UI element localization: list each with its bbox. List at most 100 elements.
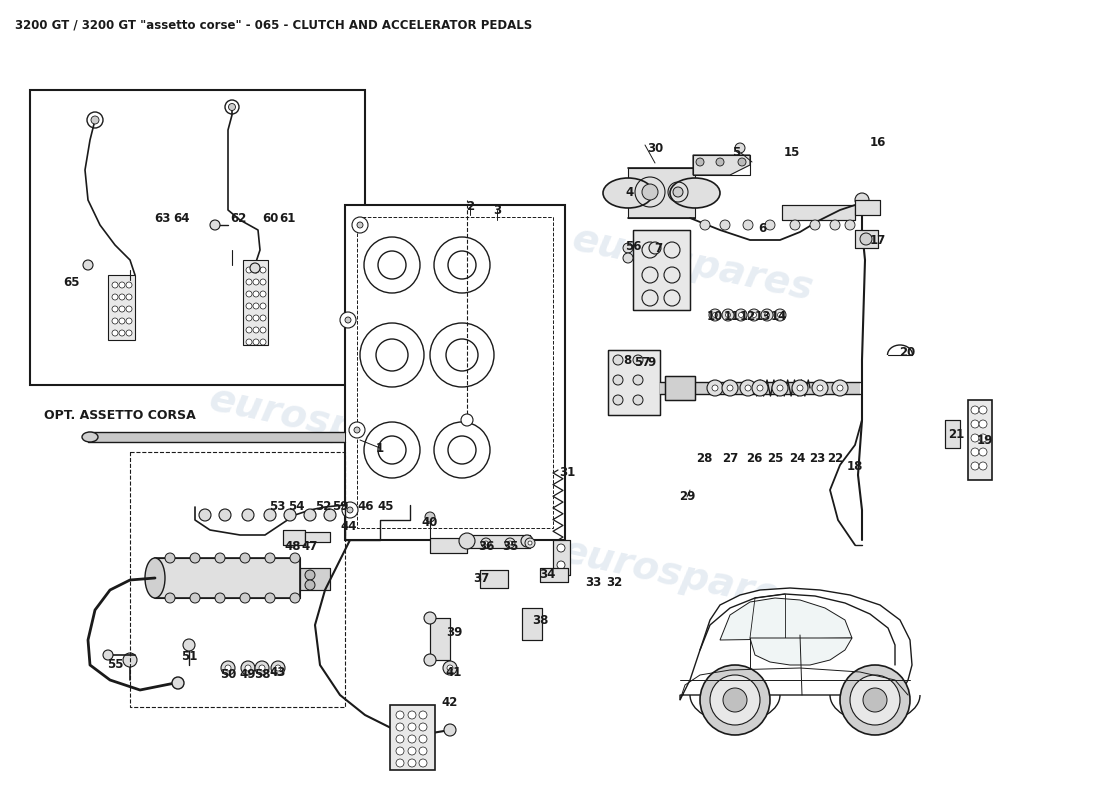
Polygon shape [628,168,695,218]
Circle shape [246,279,252,285]
Text: 56: 56 [625,239,641,253]
Circle shape [971,420,979,428]
Ellipse shape [670,178,720,208]
Circle shape [696,158,704,166]
Text: 1: 1 [376,442,384,454]
Circle shape [738,158,746,166]
Polygon shape [782,205,855,220]
Text: 54: 54 [288,501,305,514]
Circle shape [219,509,231,521]
Text: 46: 46 [358,501,374,514]
Circle shape [408,735,416,743]
Circle shape [253,279,258,285]
Text: 12: 12 [740,310,756,322]
Circle shape [408,747,416,755]
Circle shape [290,593,300,603]
Text: 62: 62 [230,211,246,225]
Circle shape [246,291,252,297]
Circle shape [112,294,118,300]
Circle shape [979,462,987,470]
Text: 24: 24 [789,451,805,465]
Circle shape [979,448,987,456]
Circle shape [752,380,768,396]
Circle shape [260,279,266,285]
Bar [522,608,542,640]
Circle shape [190,553,200,563]
Bar [540,568,568,582]
Circle shape [260,327,266,333]
Circle shape [242,509,254,521]
Bar [608,350,660,415]
Circle shape [260,291,266,297]
Circle shape [264,509,276,521]
Circle shape [245,665,251,671]
Polygon shape [468,535,530,548]
Circle shape [253,327,258,333]
Circle shape [408,723,416,731]
Bar [358,217,553,528]
Text: 14: 14 [771,310,788,322]
Circle shape [832,380,848,396]
Circle shape [979,434,987,442]
Text: 28: 28 [696,451,712,465]
Circle shape [271,661,285,675]
Circle shape [521,535,534,547]
Bar [553,540,570,575]
Text: 61: 61 [278,211,295,225]
Polygon shape [945,420,960,448]
Circle shape [419,747,427,755]
Circle shape [165,553,175,563]
Circle shape [447,665,453,671]
Text: 26: 26 [746,451,762,465]
Circle shape [864,688,887,712]
Text: 21: 21 [948,429,964,442]
Circle shape [358,222,363,228]
Circle shape [632,355,644,365]
Circle shape [126,294,132,300]
Bar [945,420,960,448]
Text: 15: 15 [784,146,800,159]
Text: 49: 49 [240,669,256,682]
Circle shape [613,375,623,385]
Circle shape [419,723,427,731]
Ellipse shape [145,558,165,598]
Circle shape [408,759,416,767]
Text: eurospares: eurospares [569,220,817,308]
Polygon shape [855,230,878,248]
Circle shape [119,318,125,324]
Text: 59: 59 [332,501,349,514]
Circle shape [265,553,275,563]
Circle shape [246,339,252,345]
Circle shape [738,313,744,318]
Circle shape [778,313,782,318]
Circle shape [260,339,266,345]
Ellipse shape [603,178,653,208]
Circle shape [508,541,512,545]
Circle shape [632,375,644,385]
Circle shape [229,103,235,110]
Bar [480,570,508,588]
Circle shape [481,538,491,548]
Text: 41: 41 [446,666,462,678]
Text: 45: 45 [377,501,394,514]
Circle shape [324,509,336,521]
Circle shape [790,220,800,230]
Circle shape [250,263,260,273]
Text: 39: 39 [446,626,462,638]
Polygon shape [522,608,542,640]
Circle shape [751,313,757,318]
Text: 63: 63 [154,211,170,225]
Circle shape [265,593,275,603]
Circle shape [484,541,488,545]
Circle shape [190,593,200,603]
Circle shape [199,509,211,521]
Bar [430,538,468,553]
Circle shape [260,267,266,273]
Circle shape [444,724,456,736]
Circle shape [112,306,118,312]
Text: 20: 20 [899,346,915,359]
Polygon shape [430,618,450,660]
Polygon shape [155,558,300,598]
Circle shape [210,220,220,230]
Circle shape [757,385,763,391]
